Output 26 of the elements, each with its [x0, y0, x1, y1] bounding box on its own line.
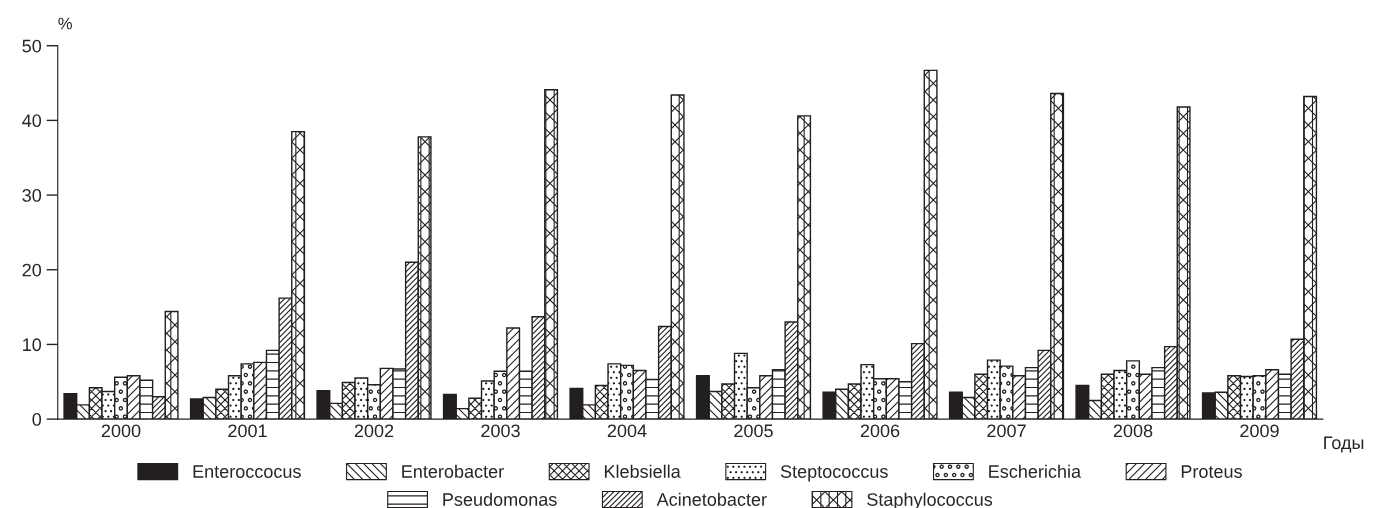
x-tick-label: 2009: [1240, 424, 1279, 438]
legend-label: Steptococcus: [780, 465, 888, 482]
y-tick-label: 20: [22, 263, 42, 277]
legend-label: Klebsiella: [604, 464, 681, 478]
x-tick-label: 2002: [354, 424, 394, 438]
y-axis-title: %: [58, 17, 72, 30]
x-tick-label: 2007: [987, 424, 1026, 438]
x-tick-label: 2004: [607, 424, 647, 438]
legend-label: Enteroccocus: [193, 465, 301, 478]
y-tick-label: 30: [22, 189, 42, 202]
x-tick-label: 2006: [860, 424, 900, 438]
legend-label: Pseudomonas: [443, 492, 557, 506]
x-axis-title: Годы: [1324, 436, 1364, 453]
y-tick-label: 10: [23, 338, 42, 352]
x-tick-label: 2001: [228, 424, 267, 438]
x-tick-label: 2008: [1113, 424, 1153, 438]
x-tick-label: 2005: [734, 424, 773, 438]
y-tick-label: 40: [22, 114, 42, 128]
legend-label: Enterobacter: [402, 464, 504, 478]
x-tick-label: 2003: [481, 424, 520, 438]
y-tick-label: 50: [22, 39, 42, 53]
legend-label: Escherichia: [989, 464, 1082, 478]
legend-label: Proteus: [1181, 465, 1242, 478]
x-tick-label: 2000: [101, 424, 141, 438]
y-tick-label: 0: [32, 413, 42, 426]
legend-label: Acinetobacter: [656, 492, 767, 506]
